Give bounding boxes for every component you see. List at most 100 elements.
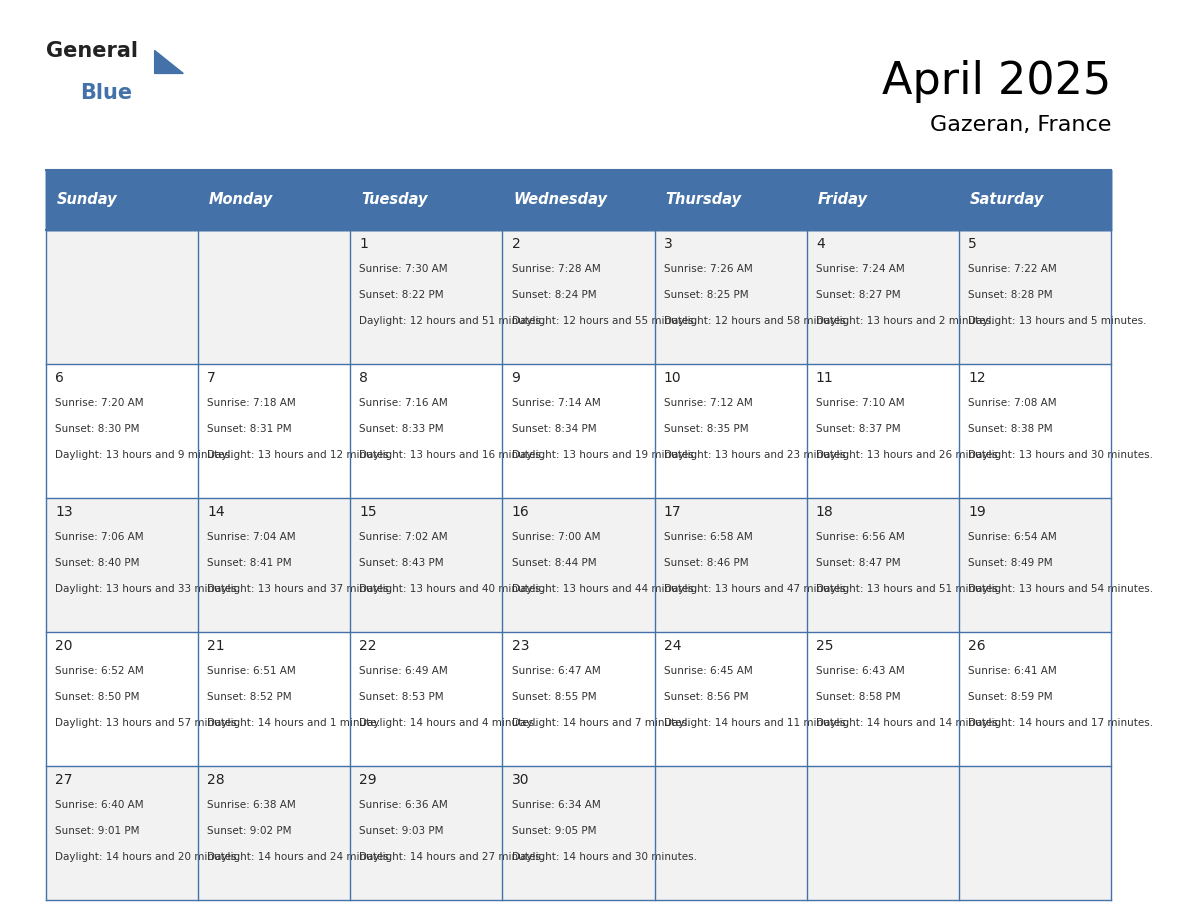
Text: Sunrise: 6:49 AM: Sunrise: 6:49 AM [359, 666, 448, 677]
Text: Sunrise: 7:18 AM: Sunrise: 7:18 AM [207, 398, 296, 409]
Text: Sunset: 8:53 PM: Sunset: 8:53 PM [359, 692, 444, 702]
Text: 1: 1 [359, 237, 368, 251]
FancyBboxPatch shape [198, 230, 350, 364]
Text: 11: 11 [816, 371, 834, 385]
Text: 25: 25 [816, 639, 834, 653]
Text: Sunset: 8:38 PM: Sunset: 8:38 PM [968, 424, 1053, 434]
Text: Sunrise: 6:56 AM: Sunrise: 6:56 AM [816, 532, 904, 543]
Text: Daylight: 14 hours and 11 minutes.: Daylight: 14 hours and 11 minutes. [664, 718, 849, 728]
Text: Daylight: 13 hours and 12 minutes.: Daylight: 13 hours and 12 minutes. [207, 450, 392, 460]
Text: 12: 12 [968, 371, 986, 385]
Text: 28: 28 [207, 773, 225, 787]
Text: Sunrise: 7:30 AM: Sunrise: 7:30 AM [359, 264, 448, 274]
Text: Daylight: 14 hours and 14 minutes.: Daylight: 14 hours and 14 minutes. [816, 718, 1001, 728]
Text: 20: 20 [55, 639, 72, 653]
Text: Sunset: 8:55 PM: Sunset: 8:55 PM [512, 692, 596, 702]
Text: Sunset: 8:35 PM: Sunset: 8:35 PM [664, 424, 748, 434]
Text: Daylight: 13 hours and 26 minutes.: Daylight: 13 hours and 26 minutes. [816, 450, 1001, 460]
Text: Thursday: Thursday [665, 192, 741, 207]
Text: 21: 21 [207, 639, 225, 653]
Text: 18: 18 [816, 505, 834, 519]
FancyBboxPatch shape [350, 766, 503, 900]
FancyBboxPatch shape [655, 498, 807, 632]
FancyBboxPatch shape [959, 364, 1111, 498]
Text: 8: 8 [359, 371, 368, 385]
Text: Sunset: 8:58 PM: Sunset: 8:58 PM [816, 692, 901, 702]
Text: Sunset: 9:01 PM: Sunset: 9:01 PM [55, 826, 139, 836]
Text: 30: 30 [512, 773, 529, 787]
FancyBboxPatch shape [807, 364, 959, 498]
Text: April 2025: April 2025 [881, 60, 1111, 103]
Text: 17: 17 [664, 505, 682, 519]
Text: Daylight: 13 hours and 16 minutes.: Daylight: 13 hours and 16 minutes. [359, 450, 544, 460]
Text: Sunrise: 6:40 AM: Sunrise: 6:40 AM [55, 800, 144, 811]
Text: Sunrise: 6:34 AM: Sunrise: 6:34 AM [512, 800, 600, 811]
Text: Sunset: 8:24 PM: Sunset: 8:24 PM [512, 290, 596, 300]
Text: Daylight: 13 hours and 23 minutes.: Daylight: 13 hours and 23 minutes. [664, 450, 849, 460]
FancyBboxPatch shape [198, 170, 350, 230]
Text: Daylight: 13 hours and 57 minutes.: Daylight: 13 hours and 57 minutes. [55, 718, 240, 728]
Text: Sunset: 9:02 PM: Sunset: 9:02 PM [207, 826, 292, 836]
Text: Sunrise: 7:26 AM: Sunrise: 7:26 AM [664, 264, 752, 274]
FancyBboxPatch shape [198, 498, 350, 632]
Text: 23: 23 [512, 639, 529, 653]
Text: 14: 14 [207, 505, 225, 519]
FancyBboxPatch shape [46, 170, 198, 230]
Text: 16: 16 [512, 505, 530, 519]
FancyBboxPatch shape [807, 230, 959, 364]
Text: Friday: Friday [817, 192, 867, 207]
Text: 10: 10 [664, 371, 682, 385]
Text: Daylight: 14 hours and 1 minute.: Daylight: 14 hours and 1 minute. [207, 718, 380, 728]
Polygon shape [154, 50, 183, 73]
FancyBboxPatch shape [46, 230, 198, 364]
Text: Daylight: 13 hours and 47 minutes.: Daylight: 13 hours and 47 minutes. [664, 584, 849, 594]
FancyBboxPatch shape [46, 766, 198, 900]
FancyBboxPatch shape [198, 766, 350, 900]
Text: Sunrise: 7:02 AM: Sunrise: 7:02 AM [359, 532, 448, 543]
Text: 26: 26 [968, 639, 986, 653]
FancyBboxPatch shape [46, 632, 198, 766]
Text: Sunrise: 6:47 AM: Sunrise: 6:47 AM [512, 666, 600, 677]
Text: 5: 5 [968, 237, 977, 251]
Text: Sunset: 8:33 PM: Sunset: 8:33 PM [359, 424, 444, 434]
Text: 19: 19 [968, 505, 986, 519]
Text: Daylight: 13 hours and 30 minutes.: Daylight: 13 hours and 30 minutes. [968, 450, 1154, 460]
Text: Sunrise: 6:36 AM: Sunrise: 6:36 AM [359, 800, 448, 811]
Text: Sunrise: 7:04 AM: Sunrise: 7:04 AM [207, 532, 296, 543]
FancyBboxPatch shape [503, 766, 655, 900]
FancyBboxPatch shape [655, 766, 807, 900]
FancyBboxPatch shape [503, 230, 655, 364]
Text: Sunday: Sunday [57, 192, 118, 207]
Text: Daylight: 13 hours and 9 minutes.: Daylight: 13 hours and 9 minutes. [55, 450, 234, 460]
Text: Sunset: 8:59 PM: Sunset: 8:59 PM [968, 692, 1053, 702]
Text: Daylight: 13 hours and 2 minutes.: Daylight: 13 hours and 2 minutes. [816, 316, 994, 326]
Text: Daylight: 13 hours and 37 minutes.: Daylight: 13 hours and 37 minutes. [207, 584, 392, 594]
FancyBboxPatch shape [807, 632, 959, 766]
Text: Daylight: 14 hours and 24 minutes.: Daylight: 14 hours and 24 minutes. [207, 852, 392, 862]
FancyBboxPatch shape [655, 170, 807, 230]
Text: Daylight: 13 hours and 44 minutes.: Daylight: 13 hours and 44 minutes. [512, 584, 696, 594]
Text: Sunrise: 7:00 AM: Sunrise: 7:00 AM [512, 532, 600, 543]
Text: Wednesday: Wednesday [513, 192, 607, 207]
Text: Saturday: Saturday [969, 192, 1044, 207]
Text: Sunrise: 6:45 AM: Sunrise: 6:45 AM [664, 666, 752, 677]
Text: Sunset: 8:40 PM: Sunset: 8:40 PM [55, 558, 139, 568]
FancyBboxPatch shape [959, 230, 1111, 364]
Text: Sunrise: 6:38 AM: Sunrise: 6:38 AM [207, 800, 296, 811]
Text: Daylight: 13 hours and 33 minutes.: Daylight: 13 hours and 33 minutes. [55, 584, 240, 594]
Text: 13: 13 [55, 505, 72, 519]
Text: Sunset: 8:31 PM: Sunset: 8:31 PM [207, 424, 292, 434]
Text: General: General [46, 41, 138, 62]
FancyBboxPatch shape [503, 498, 655, 632]
Text: 2: 2 [512, 237, 520, 251]
Text: Sunset: 8:27 PM: Sunset: 8:27 PM [816, 290, 901, 300]
Text: Daylight: 14 hours and 20 minutes.: Daylight: 14 hours and 20 minutes. [55, 852, 240, 862]
Text: Gazeran, France: Gazeran, France [930, 115, 1111, 135]
FancyBboxPatch shape [807, 766, 959, 900]
Text: Sunset: 8:30 PM: Sunset: 8:30 PM [55, 424, 139, 434]
Text: Sunrise: 6:54 AM: Sunrise: 6:54 AM [968, 532, 1057, 543]
Text: Daylight: 12 hours and 55 minutes.: Daylight: 12 hours and 55 minutes. [512, 316, 696, 326]
Text: Daylight: 14 hours and 4 minutes.: Daylight: 14 hours and 4 minutes. [359, 718, 538, 728]
Text: 27: 27 [55, 773, 72, 787]
Text: 3: 3 [664, 237, 672, 251]
